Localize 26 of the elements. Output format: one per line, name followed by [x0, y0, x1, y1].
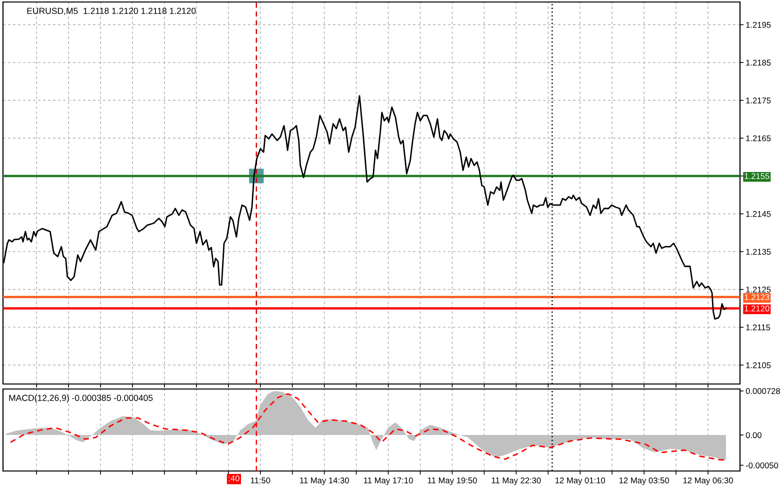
- text: MACD(12,26,9) -0.000385 -0.000405: [9, 394, 153, 403]
- x-tick-label: 11 May 22:30: [492, 477, 541, 486]
- y-tick-label: 1.2105: [746, 362, 771, 368]
- y-tick-label: -0.00050: [746, 462, 778, 468]
- y-tick-label: 1.2135: [746, 248, 771, 255]
- x-tick-label: 11:50: [250, 477, 270, 484]
- ref-line-label: 1.2155: [744, 173, 770, 180]
- ref-line-label: 1.2120: [744, 306, 770, 312]
- y-tick-label: 1.2175: [746, 98, 771, 104]
- x-tick-label: 11 May 17:10: [364, 477, 413, 486]
- x-tick-label: 11 May 14:30: [300, 477, 349, 486]
- y-tick-label: 1.2145: [746, 211, 771, 217]
- y-tick-label: 1.2195: [746, 22, 771, 28]
- y-tick-label: 1.2125: [746, 286, 771, 293]
- y-tick-label: 0.00: [746, 432, 762, 438]
- y-tick-label: 1.2185: [746, 60, 771, 66]
- x-tick-label: 11 May 19:50: [428, 477, 477, 486]
- x-tick-label: 12 May 01:10: [556, 477, 606, 486]
- text: EURUSD,M5 1.2118 1.2120 1.2118 1.2120: [27, 8, 196, 16]
- y-tick-label: 0.000728: [746, 388, 780, 394]
- y-tick-label: 1.2165: [746, 135, 771, 142]
- y-tick-label: 1.2115: [746, 324, 770, 330]
- ref-line-label: :40: [228, 475, 240, 482]
- x-tick-label: 12 May 06:30: [683, 477, 733, 486]
- x-tick-label: 12 May 03:50: [619, 477, 669, 486]
- ref-line-label: 1.2123: [744, 294, 770, 300]
